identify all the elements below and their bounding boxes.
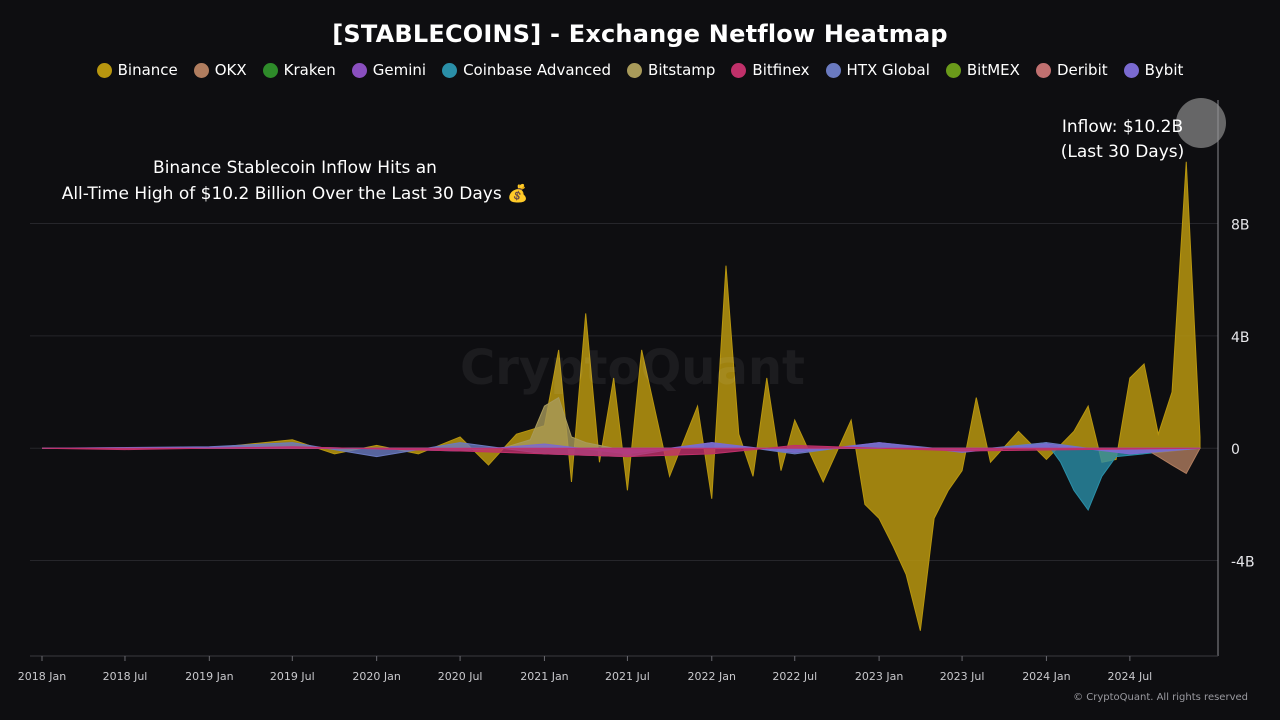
- legend-item[interactable]: Gemini: [351, 61, 427, 79]
- legend-dot: [1035, 62, 1051, 78]
- legend-label: Bybit: [1144, 61, 1184, 79]
- y-tick-label: 0: [1231, 442, 1240, 458]
- legend-item[interactable]: Kraken: [262, 61, 336, 79]
- legend-label: Coinbase Advanced: [463, 61, 612, 79]
- x-tick-label: 2023 Jan: [855, 670, 903, 683]
- legend-item[interactable]: Bitfinex: [731, 61, 810, 79]
- legend-dot: [825, 62, 841, 78]
- x-tick-label: 2024 Jul: [1107, 670, 1152, 683]
- y-tick-label: 8B: [1231, 218, 1250, 234]
- legend-item[interactable]: Binance: [96, 61, 178, 79]
- y-tick-label: 4B: [1231, 330, 1250, 346]
- annotation-main: Binance Stablecoin Inflow Hits an All-Ti…: [40, 155, 550, 207]
- watermark: CryptoQuant: [460, 340, 805, 396]
- x-tick-label: 2021 Jul: [605, 670, 650, 683]
- legend-dot: [945, 62, 961, 78]
- copyright-text: © CryptoQuant. All rights reserved: [1073, 692, 1248, 703]
- highlight-circle: [1176, 98, 1226, 148]
- legend-dot: [442, 62, 458, 78]
- annotation-main-line2: All-Time High of $10.2 Billion Over the …: [61, 184, 529, 204]
- legend-dot: [1123, 62, 1139, 78]
- legend-item[interactable]: Coinbase Advanced: [442, 61, 611, 79]
- legend-label: Bitfinex: [752, 61, 810, 79]
- x-tick-label: 2023 Jul: [940, 670, 985, 683]
- x-tick-label: 2022 Jan: [688, 670, 736, 683]
- legend-item[interactable]: HTX Global: [825, 61, 930, 79]
- legend-label: Bitstamp: [648, 61, 716, 79]
- x-tick-label: 2022 Jul: [772, 670, 817, 683]
- legend-item[interactable]: OKX: [193, 61, 247, 79]
- legend-dot: [627, 62, 643, 78]
- series-area-bitfinex: [41, 444, 1201, 458]
- legend-item[interactable]: Bybit: [1123, 61, 1184, 79]
- annotation-inflow: Inflow: $10.2B (Last 30 Days): [1040, 115, 1205, 165]
- x-tick-label: 2021 Jan: [520, 670, 568, 683]
- annotation-inflow-line2: (Last 30 Days): [1060, 142, 1185, 162]
- annotation-inflow-line1: Inflow: $10.2B: [1061, 117, 1184, 137]
- legend-item[interactable]: Bitstamp: [627, 61, 715, 79]
- y-tick-label: -4B: [1231, 555, 1255, 571]
- x-tick-label: 2020 Jan: [352, 670, 400, 683]
- legend-dot: [262, 62, 278, 78]
- annotation-main-line1: Binance Stablecoin Inflow Hits an: [153, 158, 437, 178]
- legend-label: Kraken: [283, 61, 336, 79]
- legend-label: Binance: [117, 61, 178, 79]
- legend-label: Gemini: [372, 61, 427, 79]
- legend-item[interactable]: BitMEX: [945, 61, 1020, 79]
- chart-title: [STABLECOINS] - Exchange Netflow Heatmap: [332, 20, 948, 48]
- legend-label: OKX: [214, 61, 247, 79]
- legend-dot: [731, 62, 747, 78]
- legend-label: HTX Global: [846, 61, 930, 79]
- legend-label: BitMEX: [966, 61, 1020, 79]
- legend-dot: [193, 62, 209, 78]
- legend-dot: [96, 62, 112, 78]
- x-tick-label: 2018 Jul: [103, 670, 148, 683]
- chart-legend: Binance OKX Kraken Gemini Coinbase Advanced B…: [0, 61, 1280, 79]
- legend-dot: [351, 62, 367, 78]
- x-tick-label: 2018 Jan: [18, 670, 66, 683]
- legend-label: Deribit: [1056, 61, 1108, 79]
- legend-item[interactable]: Deribit: [1035, 61, 1108, 79]
- x-tick-label: 2024 Jan: [1022, 670, 1070, 683]
- x-tick-label: 2019 Jan: [185, 670, 233, 683]
- x-tick-label: 2019 Jul: [270, 670, 315, 683]
- x-tick-label: 2020 Jul: [438, 670, 483, 683]
